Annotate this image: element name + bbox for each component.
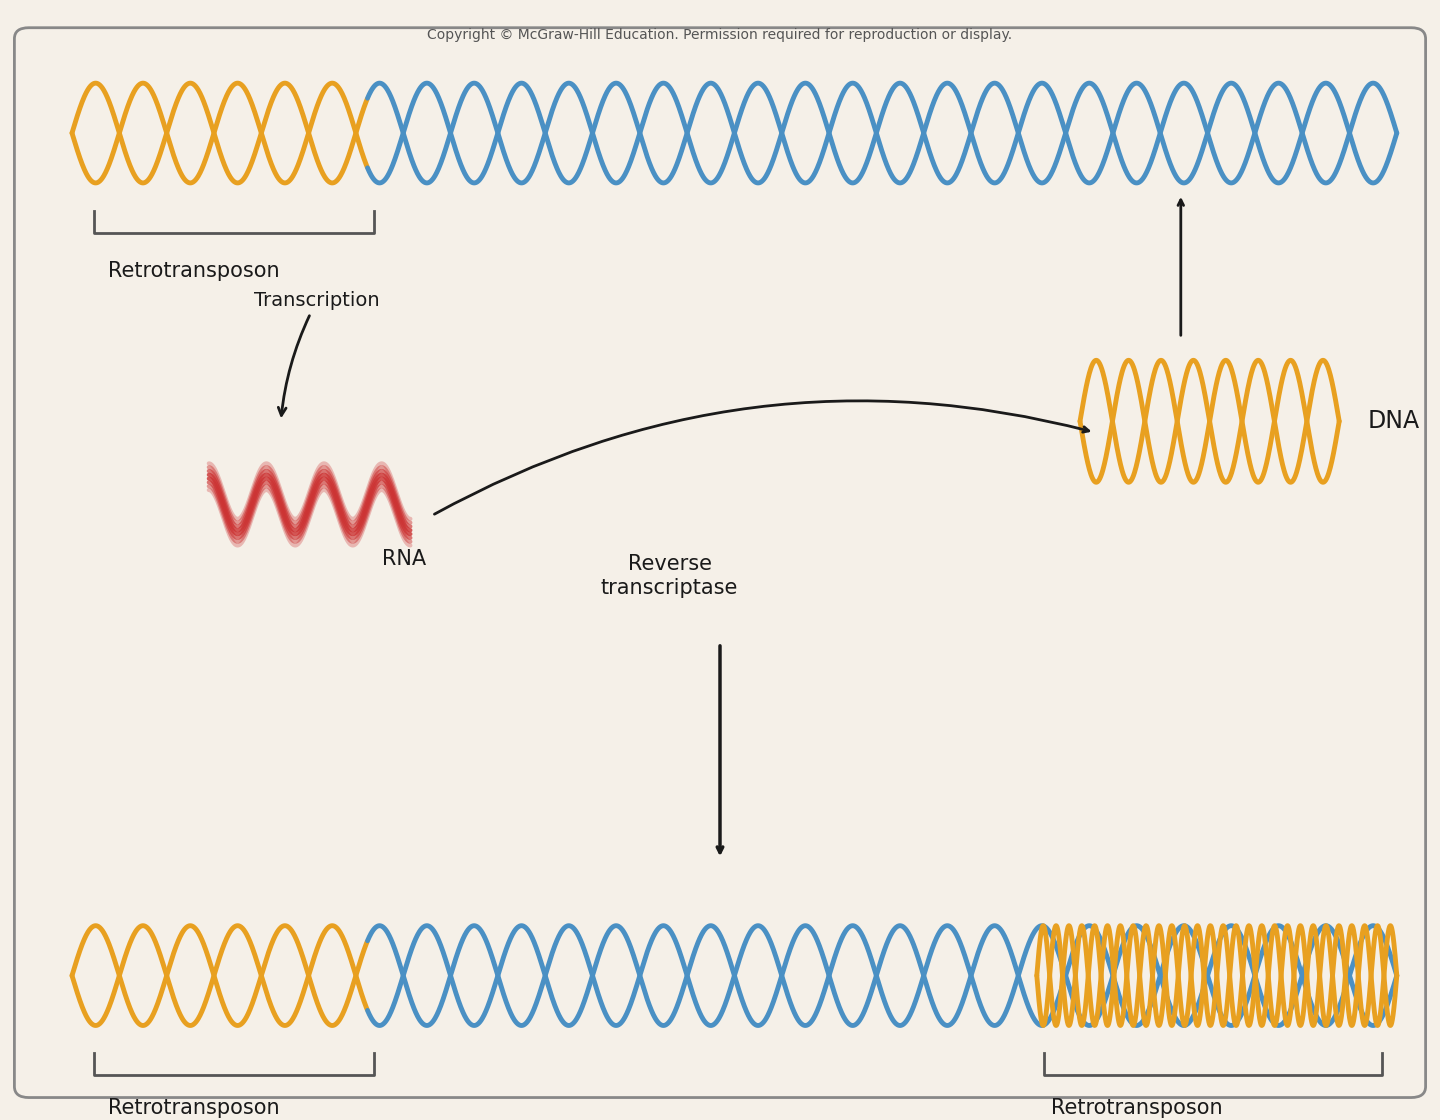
Text: Transcription: Transcription — [253, 291, 380, 416]
Text: Copyright © McGraw-Hill Education. Permission required for reproduction or displ: Copyright © McGraw-Hill Education. Permi… — [428, 28, 1012, 41]
FancyBboxPatch shape — [14, 28, 1426, 1098]
Text: DNA: DNA — [1368, 409, 1420, 433]
Text: Reverse
transcriptase: Reverse transcriptase — [600, 554, 739, 597]
Text: Retrotransposon: Retrotransposon — [1051, 1098, 1223, 1118]
Text: Retrotransposon: Retrotransposon — [108, 261, 279, 280]
Text: RNA: RNA — [382, 549, 426, 569]
Text: Retrotransposon: Retrotransposon — [108, 1098, 279, 1118]
